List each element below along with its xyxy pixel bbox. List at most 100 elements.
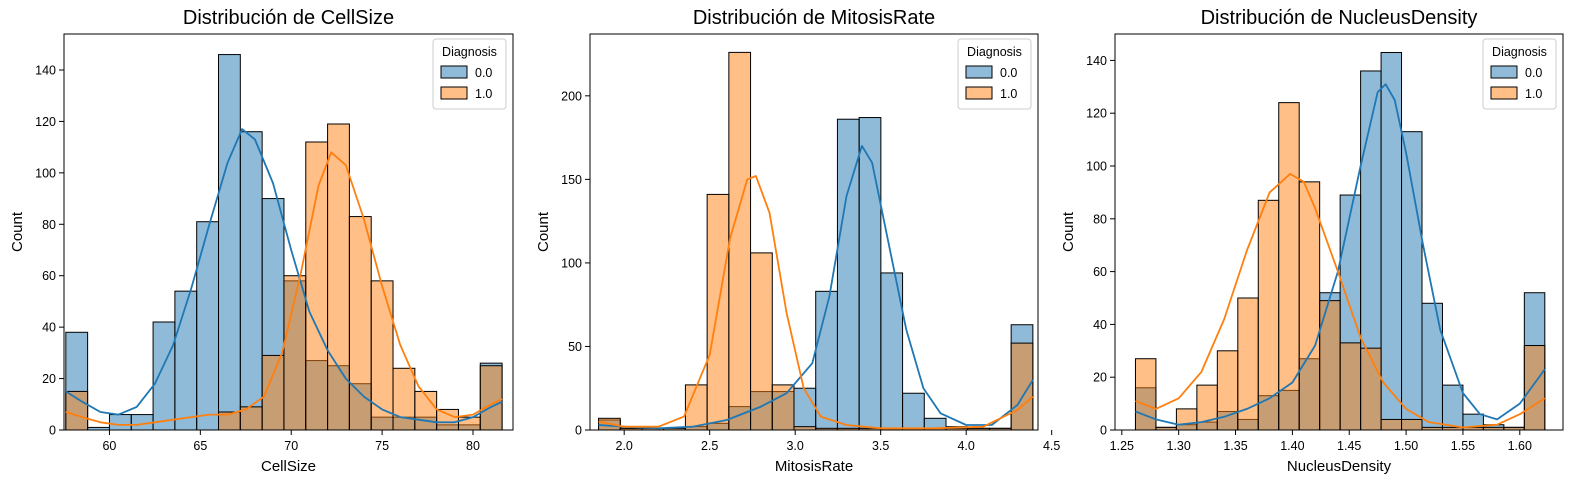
legend-entry-1: 1.0 <box>1000 87 1017 101</box>
bar-series1 <box>1380 418 1403 431</box>
axes-frame <box>589 33 1039 431</box>
kde-line-series1 <box>65 151 503 426</box>
chart-panel-2: 1.25 1.30 1.35 1.40 1.45 1.50 1.55 1.60 0 20 40 60 8… <box>1060 7 1564 475</box>
bar-series0 <box>815 290 838 431</box>
bar-series1 <box>1196 384 1218 431</box>
x-tick-label: 1.55 <box>1451 439 1475 453</box>
x-tick-label: 4.0 <box>957 439 974 453</box>
x-tick-label: 3.0 <box>786 439 803 453</box>
y-tick-label: 80 <box>42 218 56 232</box>
bar-series1 <box>750 252 773 431</box>
bar-series1 <box>728 51 752 431</box>
x-axis-label: NucleusDensity <box>1287 458 1392 475</box>
legend-title: Diagnosis <box>1492 45 1547 59</box>
x-tick-label: 1.40 <box>1280 439 1304 453</box>
chart-panel-0: 60 65 70 75 80 0 20 40 60 80 100 120 140 Distribución… <box>9 7 514 475</box>
bar-series1 <box>1360 347 1382 431</box>
y-tick-label: 200 <box>561 89 582 103</box>
y-axis-label: Count <box>1060 211 1077 252</box>
bar-series1 <box>1175 408 1198 431</box>
y-tick-label: 140 <box>35 64 56 78</box>
bar-series0 <box>1441 384 1464 431</box>
bar-series0 <box>196 221 220 431</box>
bar-series1 <box>348 216 372 431</box>
bar-series0 <box>1401 131 1423 431</box>
x-tick-label: 2.0 <box>616 439 633 453</box>
bar-series1 <box>436 408 459 431</box>
bar-series1 <box>1134 358 1157 431</box>
bar-series0 <box>174 290 198 431</box>
y-tick-label: 120 <box>35 115 56 129</box>
chart-title: Distribución de NucleusDensity <box>1201 7 1478 29</box>
x-tick-label: 2.5 <box>701 439 718 453</box>
x-tick-label: 1.30 <box>1167 439 1191 453</box>
y-tick-label: 40 <box>42 321 56 335</box>
legend-swatch-1 <box>440 86 468 100</box>
axes-frame <box>63 33 514 431</box>
legend-swatch-0 <box>440 65 468 79</box>
bar-series1 <box>793 426 817 431</box>
legend: Diagnosis 0.0 1.0 <box>957 38 1032 110</box>
bar-series0 <box>108 414 132 431</box>
y-tick-label: 0 <box>575 424 582 438</box>
legend-entry-0: 0.0 <box>1525 66 1542 80</box>
x-tick-label: 1.60 <box>1508 439 1532 453</box>
y-tick-label: 0 <box>1100 424 1107 438</box>
bar-series1 <box>1401 418 1423 431</box>
y-tick-label: 20 <box>1093 371 1107 385</box>
bar-series0 <box>218 54 241 431</box>
kde-line-series0 <box>1135 83 1546 426</box>
bar-series0 <box>793 387 817 431</box>
legend-entry-1: 1.0 <box>1525 87 1542 101</box>
x-tick-label: 1.45 <box>1337 439 1361 453</box>
bar-series0 <box>152 321 176 431</box>
y-tick-label: 100 <box>1086 160 1107 174</box>
x-tick-label: 60 <box>102 439 116 453</box>
y-tick-label: 20 <box>42 372 56 386</box>
x-tick-label: 1.25 <box>1110 439 1134 453</box>
x-tick-label: 3.5 <box>872 439 889 453</box>
bar-series1 <box>1523 345 1546 431</box>
y-axis-label: Count <box>535 211 552 252</box>
legend-title: Diagnosis <box>442 45 497 59</box>
legend: Diagnosis 0.0 1.0 <box>1482 38 1557 110</box>
x-tick-label: 1.50 <box>1394 439 1418 453</box>
kde-line-series1 <box>598 175 1034 430</box>
chart-title: Distribución de MitosisRate <box>693 7 935 29</box>
y-tick-label: 100 <box>561 256 582 270</box>
y-tick-label: 40 <box>1093 318 1107 332</box>
legend-entry-0: 0.0 <box>475 66 492 80</box>
legend: Diagnosis 0.0 1.0 <box>432 38 507 110</box>
bar-series1 <box>414 390 438 431</box>
bar-series1 <box>1257 199 1280 431</box>
x-axis-label: MitosisRate <box>775 458 853 475</box>
bar-series1 <box>479 365 503 431</box>
bar-series1 <box>327 123 350 431</box>
axes-frame <box>1114 33 1564 431</box>
y-tick-label: 50 <box>568 340 582 354</box>
kde-line-series1 <box>1135 173 1546 429</box>
bar-series1 <box>370 280 394 431</box>
bar-series1 <box>771 384 795 431</box>
x-tick-label: 75 <box>375 439 389 453</box>
legend-swatch-0 <box>965 65 993 79</box>
y-tick-label: 150 <box>561 173 582 187</box>
bar-series0 <box>1380 51 1403 431</box>
x-tick-label: 80 <box>466 439 480 453</box>
y-tick-label: 140 <box>1086 54 1107 68</box>
y-tick-label: 0 <box>49 424 56 438</box>
y-tick-label: 120 <box>1086 107 1107 121</box>
x-tick-label: 65 <box>193 439 207 453</box>
y-tick-label: 80 <box>1093 212 1107 226</box>
chart-panel-1: 2.0 2.5 3.0 3.5 4.0 4.5 0 50 100 150 200 Distribuci… <box>535 7 1060 475</box>
legend-swatch-1 <box>1490 86 1518 100</box>
bar-series0 <box>858 117 882 431</box>
legend-title: Diagnosis <box>967 45 1022 59</box>
kde-line-series0 <box>598 145 1034 430</box>
bar-series1 <box>1298 181 1321 431</box>
bar-series1 <box>1278 102 1300 431</box>
x-tick-label: 1.35 <box>1223 439 1247 453</box>
kde-line-series0 <box>65 128 503 424</box>
chart-title: Distribución de CellSize <box>183 7 394 29</box>
